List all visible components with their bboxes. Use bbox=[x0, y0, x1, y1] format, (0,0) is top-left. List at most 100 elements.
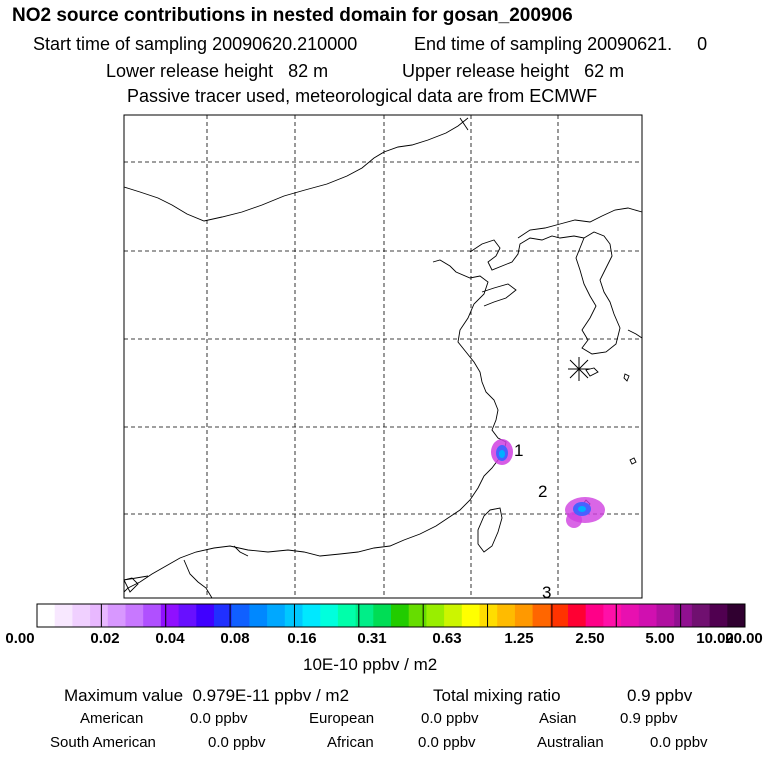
colorbar-swatch bbox=[373, 604, 392, 627]
sampling-start: Start time of sampling 20090620.210000 bbox=[33, 34, 358, 54]
colorbar-tick-label: 0.31 bbox=[357, 630, 387, 647]
colorbar-swatch bbox=[444, 604, 463, 627]
colorbar-swatch bbox=[143, 604, 162, 627]
lower-release-height: Lower release height 82 m bbox=[106, 61, 329, 81]
colorbar-swatch bbox=[674, 604, 693, 627]
island-jeju bbox=[585, 367, 599, 377]
source-value-european: 0.0 ppbv bbox=[421, 710, 479, 727]
hotspot-1-core bbox=[499, 450, 505, 458]
colorbar-swatch bbox=[196, 604, 215, 627]
colorbar-swatch bbox=[302, 604, 321, 627]
colorbar-swatch bbox=[568, 604, 587, 627]
colorbar-swatch bbox=[479, 604, 498, 627]
colorbar-swatch bbox=[638, 604, 657, 627]
colorbar-swatch bbox=[160, 604, 180, 627]
colorbar-swatch bbox=[320, 604, 339, 627]
source-value-asian: 0.9 ppbv bbox=[620, 710, 678, 727]
sampling-end: End time of sampling 20090621. 0 bbox=[414, 34, 708, 54]
colorbar-tick-label: 0.00 bbox=[5, 630, 35, 647]
colorbar-swatch bbox=[90, 604, 109, 627]
island-taiwan bbox=[477, 507, 503, 553]
maximum-value: Maximum value 0.979E-11 ppbv / m2 bbox=[64, 686, 350, 705]
hotspot-2-outer-b bbox=[566, 512, 582, 528]
source-value-south-american: 0.0 ppbv bbox=[208, 734, 266, 751]
islands-ryukyu-north bbox=[629, 457, 637, 465]
colorbar-border bbox=[36, 603, 746, 628]
colorbar-swatch bbox=[727, 604, 746, 627]
colorbar-swatch bbox=[585, 604, 604, 627]
receptor-asterisk-icon bbox=[568, 357, 590, 381]
coast-shandong bbox=[481, 283, 517, 307]
hotspot-2 bbox=[565, 497, 605, 528]
upper-release-height: Upper release height 62 m bbox=[402, 61, 625, 81]
colorbar-swatch bbox=[54, 604, 73, 627]
colorbar-swatch bbox=[214, 604, 233, 627]
colorbar-swatch bbox=[497, 604, 516, 627]
source-value-african: 0.0 ppbv bbox=[418, 734, 476, 751]
colorbar-tick-label: 5.00 bbox=[645, 630, 675, 647]
hotspot-label-3: 3 bbox=[542, 583, 552, 602]
colorbar-swatch bbox=[249, 604, 268, 627]
receptor-stroke bbox=[569, 359, 589, 379]
colorbar-swatch bbox=[337, 604, 357, 627]
map-frame bbox=[123, 114, 643, 599]
hotspot-label-2: 2 bbox=[538, 482, 548, 501]
colorbar-swatch bbox=[267, 604, 286, 627]
source-name-asian: Asian bbox=[539, 710, 577, 727]
colorbar-swatch bbox=[709, 604, 728, 627]
colorbar-swatch bbox=[514, 604, 534, 627]
colorbar-swatch bbox=[656, 604, 675, 627]
colorbar-tick-label: 1.25 bbox=[504, 630, 534, 647]
coast-bohai bbox=[469, 235, 585, 271]
colorbar-tick-label: 0.02 bbox=[90, 630, 120, 647]
tracer-note: Passive tracer used, meteorological data… bbox=[127, 86, 598, 106]
source-name-south-american: South American bbox=[50, 734, 156, 751]
map-title: NO2 source contributions in nested domai… bbox=[12, 5, 573, 26]
colorbar-swatch bbox=[231, 604, 250, 627]
colorbar-swatch bbox=[691, 604, 711, 627]
source-value-australian: 0.0 ppbv bbox=[650, 734, 708, 751]
colorbar bbox=[36, 603, 746, 628]
colorbar-tick-label: 2.50 bbox=[575, 630, 605, 647]
island-tsushima bbox=[623, 373, 630, 382]
source-value-american: 0.0 ppbv bbox=[190, 710, 248, 727]
colorbar-swatch bbox=[72, 604, 91, 627]
colorbar-swatch bbox=[355, 604, 374, 627]
hotspot-1 bbox=[491, 439, 513, 465]
border-south bbox=[183, 559, 213, 599]
colorbar-swatch bbox=[532, 604, 551, 627]
colorbar-swatch bbox=[621, 604, 640, 627]
colorbar-unit: 10E-10 ppbv / m2 bbox=[303, 655, 438, 674]
colorbar-swatch bbox=[37, 604, 56, 627]
graticule bbox=[124, 115, 642, 598]
colorbar-swatch bbox=[178, 604, 197, 627]
source-name-african: African bbox=[327, 734, 374, 751]
border-northwest bbox=[123, 117, 469, 222]
coastlines bbox=[123, 117, 643, 599]
source-name-australian: Australian bbox=[537, 734, 604, 751]
colorbar-swatch bbox=[408, 604, 427, 627]
colorbar-tick-label: 0.04 bbox=[155, 630, 185, 647]
colorbar-swatch bbox=[391, 604, 410, 627]
coast-sw-inland bbox=[233, 545, 249, 557]
coast-korea bbox=[575, 231, 621, 355]
border-southwest bbox=[123, 575, 149, 581]
hotspot-2-core bbox=[578, 506, 586, 512]
source-name-european: European bbox=[309, 710, 375, 727]
colorbar-tick-label: 0.16 bbox=[287, 630, 317, 647]
source-name-american: American bbox=[80, 710, 144, 727]
colorbar-tick-label: 0.63 bbox=[432, 630, 462, 647]
coast-japan bbox=[627, 329, 643, 339]
border-manchuria bbox=[459, 117, 469, 131]
colorbar-swatch bbox=[125, 604, 144, 627]
colorbar-swatch bbox=[550, 604, 569, 627]
colorbar-tick-label: 0.08 bbox=[220, 630, 250, 647]
hotspot-label-1: 1 bbox=[514, 441, 524, 460]
total-mixing-label: Total mixing ratio bbox=[433, 686, 561, 705]
border-korea-china bbox=[517, 207, 643, 239]
colorbar-swatch bbox=[603, 604, 622, 627]
colorbar-swatch bbox=[461, 604, 480, 627]
coast-china-east bbox=[123, 259, 507, 593]
colorbar-tick-label: 20.00 bbox=[725, 630, 763, 647]
